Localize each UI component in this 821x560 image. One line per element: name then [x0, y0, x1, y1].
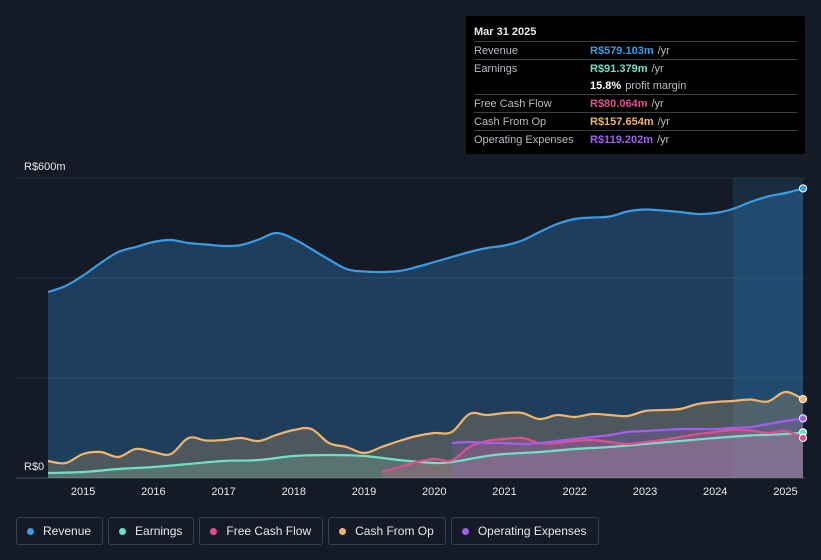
revenue-endpoint — [798, 184, 808, 193]
series-lines — [47, 187, 804, 475]
tooltip-row-value: R$579.103m — [590, 44, 654, 57]
legend-label: Operating Expenses — [477, 524, 587, 538]
x-tick-label: 2019 — [352, 486, 376, 498]
operating-expenses-line — [451, 417, 804, 446]
tooltip-row-value: R$119.202m — [590, 133, 653, 146]
tooltip-row-value: 15.8% — [590, 79, 622, 92]
legend-item-operating-expenses[interactable]: Operating Expenses — [450, 517, 599, 545]
operating-expenses-area — [451, 418, 803, 478]
tooltip-row-label: Earnings — [474, 62, 518, 75]
legend-item-revenue[interactable]: Revenue — [16, 517, 104, 545]
x-tick-label: 2022 — [563, 486, 587, 498]
y-tick-label: R$0 — [24, 461, 44, 473]
x-tick-label: 2015 — [71, 486, 95, 498]
legend: Revenue Earnings Free Cash Flow Cash From O… — [16, 517, 599, 545]
earnings-area — [48, 432, 803, 478]
legend-label: Revenue — [43, 524, 92, 538]
legend-dot-icon — [27, 527, 34, 535]
y-axis: R$600m R$0 — [24, 161, 66, 473]
x-tick-label: 2020 — [422, 486, 446, 498]
tooltip-row: Operating Expenses R$119.202m/yr — [474, 130, 797, 148]
tooltip-row: Earnings R$91.379m/yr — [474, 59, 797, 77]
operating-expenses-endpoint — [798, 414, 808, 423]
tooltip-row-value: R$91.379m — [590, 62, 648, 75]
tooltip-row-unit: /yr — [657, 115, 670, 128]
tooltip-row: Revenue R$579.103m/yr — [474, 41, 797, 59]
tooltip-row-unit: /yr — [657, 44, 670, 57]
tooltip-row-unit: /yr — [651, 97, 664, 110]
x-tick-label: 2018 — [282, 486, 306, 498]
tooltip-row-value: R$80.064m — [590, 97, 648, 110]
tooltip-row-value: R$157.654m — [590, 115, 654, 128]
tooltip-row-unit: /yr — [651, 62, 664, 75]
tooltip-row-label: Revenue — [474, 44, 519, 57]
tooltip-row: Cash From Op R$157.654m/yr — [474, 112, 797, 130]
tooltip-row: 15.8% profit margin — [474, 77, 797, 94]
y-tick-label: R$600m — [24, 161, 66, 173]
legend-label: Earnings — [135, 524, 183, 538]
x-tick-label: 2021 — [492, 486, 516, 498]
free-cash-flow-endpoint — [798, 433, 808, 443]
tooltip-row-label: Free Cash Flow — [474, 97, 552, 110]
earnings-line — [47, 431, 804, 475]
revenue-area — [48, 188, 803, 478]
x-tick-label: 2016 — [141, 486, 165, 498]
grid-lines — [16, 177, 805, 479]
tooltip-row-unit: /yr — [657, 133, 670, 146]
legend-label: Free Cash Flow — [226, 524, 312, 538]
legend-item-cash-from-op[interactable]: Cash From Op — [328, 517, 446, 545]
cash-from-op-line — [47, 390, 804, 465]
tooltip-row: Free Cash Flow R$80.064m/yr — [474, 94, 797, 112]
x-tick-label: 2025 — [773, 486, 797, 498]
legend-dot-icon — [119, 527, 127, 535]
x-axis: 2015 2016 2017 2018 2019 2020 2021 2022 2023 2024… — [71, 486, 798, 498]
series-endpoints — [798, 184, 808, 443]
x-tick-label: 2017 — [211, 486, 235, 498]
revenue-line — [47, 187, 804, 294]
tooltip-date: Mar 31 2025 — [474, 26, 537, 38]
x-tick-label: 2023 — [633, 486, 657, 498]
data-tooltip: Mar 31 2025 Revenue R$579.103m/yr Earnings… — [466, 16, 805, 154]
cash-from-op-endpoint — [798, 395, 808, 404]
free-cash-flow-line — [381, 428, 804, 474]
legend-dot-icon — [339, 527, 347, 535]
legend-label: Cash From Op — [355, 524, 434, 538]
tooltip-row-unit: profit margin — [625, 79, 687, 92]
legend-dot-icon — [210, 527, 218, 535]
legend-item-earnings[interactable]: Earnings — [108, 517, 195, 545]
tooltip-row-label: Operating Expenses — [474, 133, 574, 146]
legend-item-free-cash-flow[interactable]: Free Cash Flow — [199, 517, 324, 545]
tooltip-row-label: Cash From Op — [474, 115, 547, 128]
legend-dot-icon — [461, 527, 469, 535]
x-tick-label: 2024 — [703, 486, 727, 498]
